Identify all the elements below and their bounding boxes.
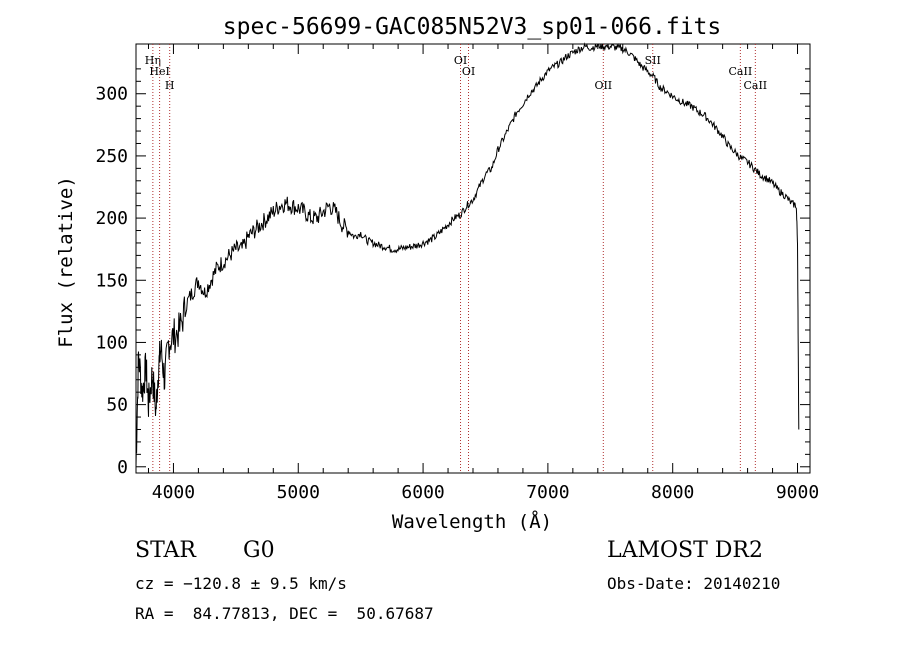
y-tick-label: 0 [117, 457, 128, 478]
object-class: STAR [135, 538, 196, 563]
spectral-line-label: OI [454, 54, 467, 67]
spectral-line-label: OI [462, 65, 475, 78]
spectral-line-label: CaII [743, 79, 767, 92]
y-tick-label: 100 [95, 332, 128, 353]
x-tick-label: 4000 [152, 482, 195, 503]
y-tick-label: 250 [95, 146, 128, 167]
spectral-line-label: CaII [729, 65, 753, 78]
spectral-line-label: H [165, 79, 175, 92]
spectral-line-label: SII [645, 54, 661, 67]
x-tick-label: 7000 [526, 482, 569, 503]
spectrum-line [135, 42, 800, 468]
y-tick-label: 300 [95, 84, 128, 105]
x-tick-label: 9000 [776, 482, 819, 503]
spectral-line-label: Hη [145, 54, 161, 67]
y-tick-label: 150 [95, 270, 128, 291]
object-subclass: G0 [243, 538, 275, 563]
axis-ticks [136, 44, 810, 473]
plot-frame [135, 43, 811, 474]
spectral-line-label: OII [594, 79, 612, 92]
obs-date: Obs-Date: 20140210 [607, 574, 781, 593]
y-axis-label: Flux (relative) [55, 176, 77, 348]
chart-title: spec-56699-GAC085N52V3_sp01-066.fits [223, 14, 722, 40]
spectral-line-label: HeI [149, 65, 169, 78]
y-tick-label: 50 [106, 395, 128, 416]
x-tick-label: 6000 [401, 482, 444, 503]
survey-name: LAMOST DR2 [607, 538, 763, 563]
x-axis-label: Wavelength (Å) [392, 510, 552, 533]
coordinates: RA = 84.77813, DEC = 50.67687 [135, 604, 434, 623]
x-tick-label: 5000 [277, 482, 320, 503]
tick-labels: 4000 5000 6000 7000 8000 9000 0 50 100 150 200 250 3… [95, 84, 819, 503]
redshift-info: cz = −120.8 ± 9.5 km/s [135, 574, 347, 593]
y-tick-label: 200 [95, 208, 128, 229]
x-tick-label: 8000 [651, 482, 694, 503]
